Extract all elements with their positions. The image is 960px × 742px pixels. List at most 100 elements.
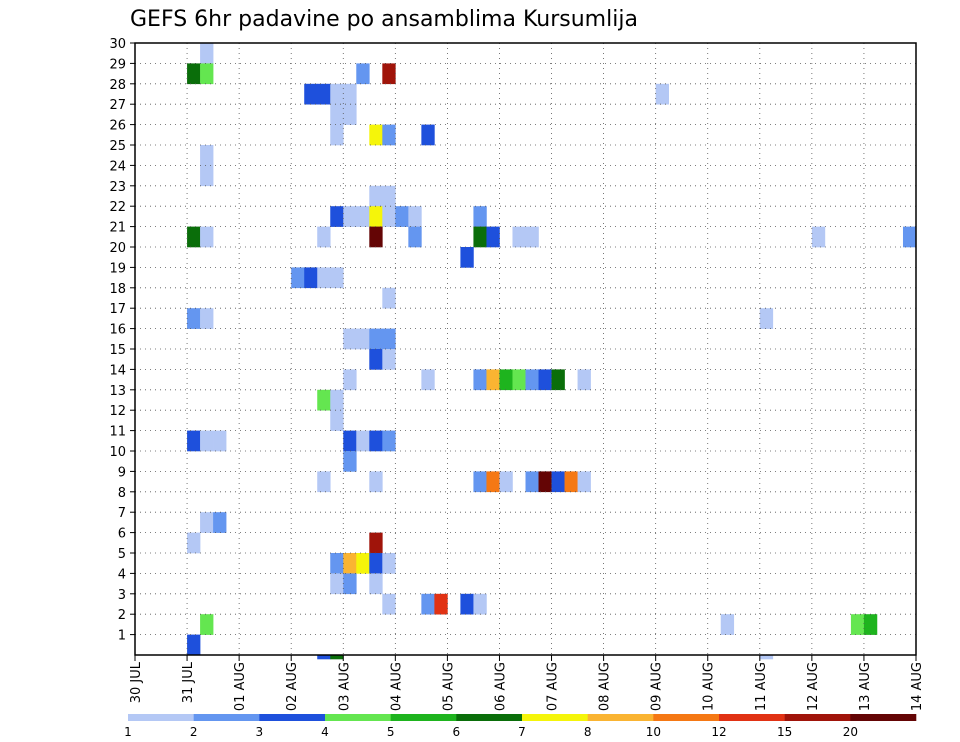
heat-cell (421, 124, 435, 146)
heat-cell (538, 369, 552, 391)
x-tick-label: 31 JUL (181, 661, 196, 703)
colorbar-swatch (587, 714, 654, 721)
heat-cell (317, 83, 331, 105)
colorbar-label: 5 (387, 725, 395, 739)
heat-cell (382, 430, 396, 452)
heat-cell (460, 247, 474, 268)
heat-cell (343, 573, 357, 595)
y-tick-label: 4 (118, 567, 126, 582)
heat-cell (200, 614, 214, 635)
colorbar-swatch (193, 714, 260, 721)
heat-cell (330, 573, 344, 595)
heat-cell (421, 593, 435, 615)
heat-cell (369, 430, 383, 452)
heat-cell (343, 104, 357, 125)
heat-cell (902, 226, 917, 248)
colorbar-label: 8 (584, 725, 592, 739)
y-tick-label: 22 (109, 200, 126, 215)
heat-cell (187, 308, 201, 329)
heat-cell (759, 308, 774, 329)
y-tick-label: 7 (118, 506, 126, 521)
x-tick-label: 14 AUG (910, 662, 925, 711)
heat-cell (213, 430, 227, 452)
heat-cell (187, 226, 201, 248)
colorbar: 1 2 3 4 5 6 7 8 10 12 15 20 (124, 714, 917, 739)
x-tick-label: 07 AUG (546, 662, 561, 711)
heat-cell (369, 471, 383, 493)
heat-cell (200, 226, 214, 248)
heat-cell (200, 308, 214, 329)
heat-cell (304, 267, 318, 289)
heat-cell (330, 206, 344, 227)
heat-cell (343, 206, 357, 227)
heat-cell (486, 471, 500, 493)
heat-cell (356, 328, 370, 350)
x-tick-label: 01 AUG (233, 662, 248, 711)
heat-cell (330, 104, 344, 125)
heat-cell (330, 389, 344, 411)
heat-cell (369, 328, 383, 350)
y-tick-label: 5 (118, 547, 126, 562)
cell-layer (187, 43, 917, 660)
colorbar-label: 3 (256, 725, 264, 739)
heat-cell (382, 593, 396, 615)
heat-cell (473, 369, 487, 391)
heat-cell (525, 369, 539, 391)
heat-cell (343, 553, 357, 574)
heat-cell (473, 593, 487, 615)
heat-cell (382, 63, 396, 85)
heat-cell (486, 369, 500, 391)
heat-cell (356, 430, 370, 452)
heat-cell (200, 165, 214, 187)
heat-cell (369, 206, 383, 227)
colorbar-swatch (456, 714, 523, 721)
colorbar-swatch (259, 714, 326, 721)
heat-cell (187, 634, 201, 656)
heat-cell (330, 655, 344, 660)
heat-cell (343, 369, 357, 391)
y-tick-label: 19 (109, 261, 126, 276)
heat-cell (850, 614, 865, 635)
heat-cell (330, 124, 344, 146)
heat-cell (304, 83, 318, 105)
colorbar-swatch (522, 714, 588, 721)
heat-cell (330, 83, 344, 105)
x-tick-label: 04 AUG (389, 662, 404, 711)
heat-cell (200, 63, 214, 85)
y-tick-label: 3 (118, 588, 126, 603)
heat-cell (759, 655, 774, 660)
heat-cell (486, 226, 500, 248)
heat-cell (200, 430, 214, 452)
heat-cell (564, 471, 578, 493)
colorbar-swatch (390, 714, 457, 721)
colorbar-label: 4 (321, 725, 329, 739)
y-tick-label: 23 (109, 180, 126, 195)
y-tick-label: 21 (109, 221, 126, 236)
heat-cell (356, 553, 370, 574)
x-tick-label: 05 AUG (441, 662, 456, 711)
colorbar-swatch (128, 714, 194, 721)
y-tick-label: 11 (109, 425, 126, 440)
x-tick-label: 06 AUG (493, 662, 508, 711)
x-tick-label: 11 AUG (754, 662, 769, 711)
heat-cell (382, 328, 396, 350)
heat-cell (330, 267, 344, 289)
heat-cell (369, 553, 383, 574)
colorbar-swatch (653, 714, 720, 721)
heat-cell (577, 471, 591, 493)
heat-cell (382, 206, 396, 227)
y-tick-label: 24 (109, 159, 126, 174)
colorbar-label: 1 (124, 725, 132, 739)
x-tick-label: 12 AUG (806, 662, 821, 711)
y-tick-label: 10 (109, 445, 126, 460)
heat-cell (577, 369, 591, 391)
colorbar-label: 15 (777, 725, 792, 739)
heat-cell (382, 287, 396, 309)
y-tick-label: 2 (118, 608, 126, 623)
x-tick-label: 03 AUG (337, 662, 352, 711)
heat-cell (863, 614, 878, 635)
heat-cell (551, 471, 565, 493)
heat-cell (551, 369, 565, 391)
heat-cell (356, 206, 370, 227)
